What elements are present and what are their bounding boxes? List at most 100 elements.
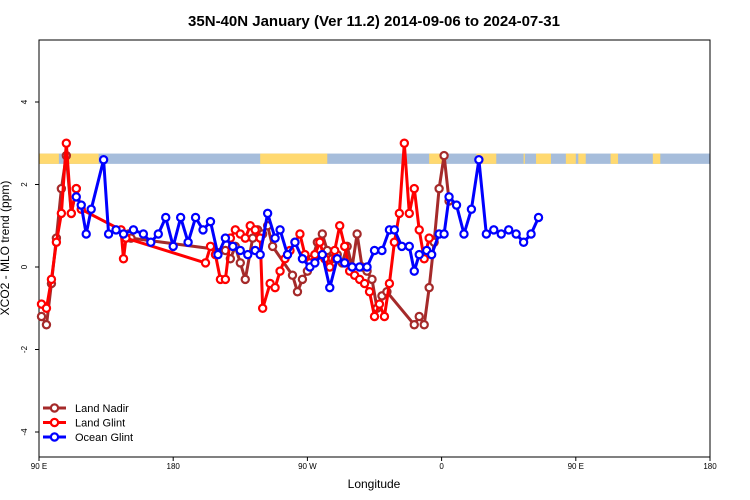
data-point bbox=[175, 212, 186, 223]
land-band-segment bbox=[260, 153, 328, 164]
data-point bbox=[364, 287, 375, 297]
surface-type-band bbox=[39, 153, 710, 164]
data-point bbox=[325, 262, 335, 272]
plot-frame bbox=[38, 39, 711, 458]
legend-label: Land Nadir bbox=[75, 403, 129, 415]
land-band-segment bbox=[523, 153, 525, 164]
data-point bbox=[409, 320, 419, 330]
x-tick-label: 180 bbox=[167, 462, 181, 471]
data-point bbox=[220, 274, 231, 285]
data-point bbox=[250, 225, 260, 235]
data-point bbox=[389, 237, 400, 247]
data-point bbox=[451, 200, 462, 210]
data-point bbox=[248, 233, 258, 243]
data-point bbox=[168, 241, 178, 252]
data-point bbox=[339, 241, 350, 252]
data-point bbox=[325, 282, 335, 293]
data-point bbox=[76, 200, 86, 210]
data-point bbox=[98, 155, 109, 165]
data-point bbox=[275, 266, 285, 276]
data-point bbox=[310, 258, 320, 268]
data-point bbox=[61, 138, 72, 148]
land-band-segment bbox=[429, 153, 445, 164]
data-point bbox=[474, 155, 484, 165]
data-point bbox=[118, 254, 129, 264]
data-point bbox=[489, 225, 499, 235]
data-point bbox=[220, 233, 231, 243]
data-point bbox=[71, 183, 81, 194]
data-point bbox=[297, 254, 308, 264]
data-point bbox=[511, 229, 521, 239]
data-point bbox=[240, 233, 250, 243]
y-axis-label: XCO2 - MLO trend (ppm) bbox=[0, 181, 12, 316]
x-axis-label: Longitude bbox=[348, 477, 401, 491]
data-point bbox=[213, 249, 223, 260]
data-point bbox=[128, 225, 139, 235]
y-tick-label: -2 bbox=[20, 345, 29, 353]
data-point bbox=[51, 237, 62, 247]
data-point bbox=[419, 320, 429, 330]
x-tick-label: 90 W bbox=[298, 462, 317, 471]
data-point bbox=[205, 216, 216, 227]
land-band-segment bbox=[565, 153, 576, 164]
data-point bbox=[332, 254, 342, 264]
data-point bbox=[86, 204, 96, 214]
x-tick-label: 90 E bbox=[31, 462, 47, 471]
data-point bbox=[367, 274, 377, 285]
data-point bbox=[200, 258, 211, 268]
data-point bbox=[255, 249, 265, 260]
land-band-segment bbox=[39, 153, 59, 164]
data-point bbox=[297, 274, 308, 285]
data-point bbox=[439, 229, 449, 239]
legend: Land Nadir Land Glint Ocean Glint bbox=[43, 403, 133, 444]
data-point bbox=[138, 229, 149, 239]
data-point bbox=[466, 204, 477, 214]
data-point bbox=[404, 241, 414, 252]
data-point bbox=[270, 282, 280, 293]
land-band-segment bbox=[610, 153, 619, 164]
chart-title: 35N-40N January (Ver 11.2) 2014-09-06 to… bbox=[188, 13, 560, 30]
x-axis: 90 E 180 90 W 0 90 E 180 bbox=[31, 457, 717, 471]
data-point bbox=[352, 229, 362, 239]
data-point bbox=[414, 311, 424, 322]
y-tick-label: 2 bbox=[20, 182, 29, 187]
x-tick-label: 0 bbox=[439, 462, 444, 471]
legend-swatch-marker bbox=[49, 432, 60, 442]
data-point bbox=[397, 241, 407, 252]
data-point bbox=[71, 192, 81, 202]
data-point bbox=[235, 245, 245, 256]
data-point bbox=[384, 278, 395, 289]
data-point bbox=[257, 303, 268, 313]
data-point bbox=[262, 208, 273, 219]
data-point bbox=[518, 237, 529, 247]
data-point bbox=[317, 249, 328, 260]
data-point bbox=[275, 225, 285, 235]
x-tick-label: 180 bbox=[703, 462, 717, 471]
data-point bbox=[374, 299, 385, 309]
legend-label: Land Glint bbox=[75, 418, 125, 430]
data-point bbox=[459, 229, 469, 239]
plot-series bbox=[36, 138, 544, 330]
data-point bbox=[426, 249, 437, 260]
data-point bbox=[118, 229, 129, 239]
data-point bbox=[46, 274, 57, 285]
data-point bbox=[409, 183, 419, 194]
data-point bbox=[533, 212, 544, 223]
data-point bbox=[282, 249, 293, 260]
data-point bbox=[270, 233, 280, 243]
data-point bbox=[330, 245, 340, 256]
data-point bbox=[295, 229, 305, 239]
data-point bbox=[339, 258, 350, 268]
data-point bbox=[235, 258, 245, 268]
data-point bbox=[354, 262, 365, 272]
data-point bbox=[103, 229, 114, 239]
y-tick-label: 0 bbox=[20, 264, 29, 269]
data-point bbox=[153, 229, 163, 239]
data-point bbox=[335, 221, 345, 231]
data-point bbox=[243, 249, 253, 260]
data-point bbox=[292, 287, 303, 297]
land-band-segment bbox=[536, 153, 551, 164]
legend-label: Ocean Glint bbox=[75, 432, 133, 444]
data-point bbox=[399, 138, 410, 148]
